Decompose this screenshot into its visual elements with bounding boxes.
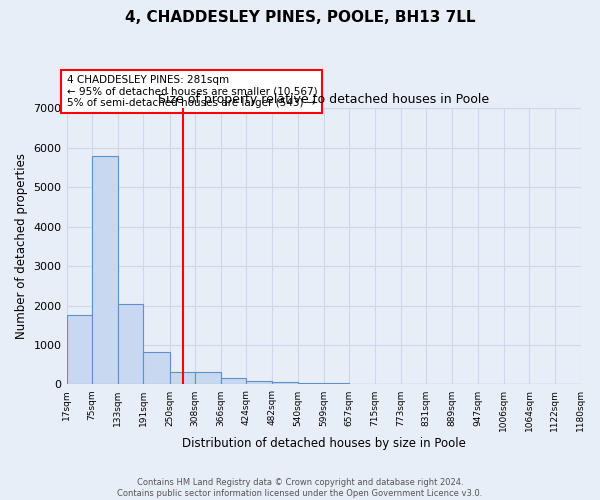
Bar — [272, 382, 298, 384]
Title: Size of property relative to detached houses in Poole: Size of property relative to detached ho… — [158, 92, 489, 106]
Bar — [298, 383, 324, 384]
Text: 4 CHADDESLEY PINES: 281sqm
← 95% of detached houses are smaller (10,567)
5% of s: 4 CHADDESLEY PINES: 281sqm ← 95% of deta… — [67, 75, 317, 108]
Bar — [118, 304, 143, 384]
Bar — [221, 378, 247, 384]
Text: Contains HM Land Registry data © Crown copyright and database right 2024.
Contai: Contains HM Land Registry data © Crown c… — [118, 478, 482, 498]
Bar — [92, 156, 118, 384]
Bar — [143, 352, 170, 384]
Bar — [170, 372, 195, 384]
Text: 4, CHADDESLEY PINES, POOLE, BH13 7LL: 4, CHADDESLEY PINES, POOLE, BH13 7LL — [125, 10, 475, 25]
Bar — [67, 316, 92, 384]
X-axis label: Distribution of detached houses by size in Poole: Distribution of detached houses by size … — [182, 437, 466, 450]
Bar — [247, 380, 272, 384]
Y-axis label: Number of detached properties: Number of detached properties — [15, 154, 28, 340]
Bar — [195, 372, 221, 384]
